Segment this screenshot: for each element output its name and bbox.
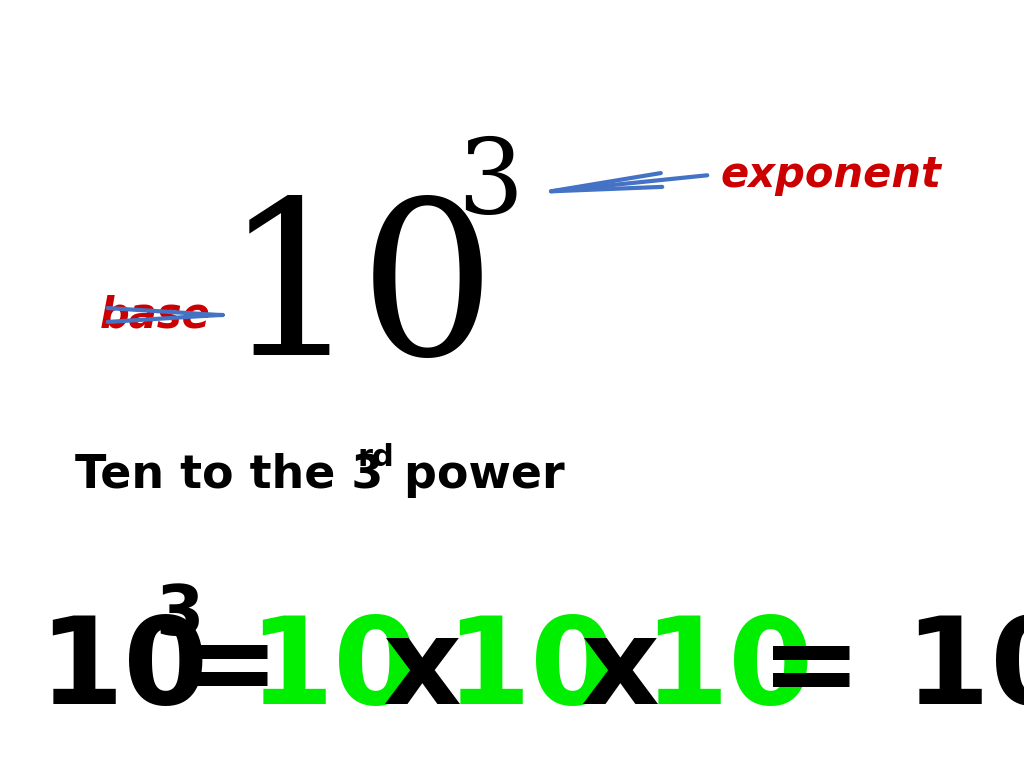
Text: Ten to the 3: Ten to the 3 bbox=[75, 452, 383, 498]
Text: base: base bbox=[99, 294, 211, 336]
Text: 3: 3 bbox=[155, 581, 204, 648]
Text: x: x bbox=[382, 611, 461, 729]
Text: = 1000: = 1000 bbox=[760, 611, 1024, 729]
Text: 3: 3 bbox=[457, 134, 523, 236]
Text: 10: 10 bbox=[445, 611, 615, 729]
Text: exponent: exponent bbox=[720, 154, 941, 196]
Text: x: x bbox=[580, 611, 658, 729]
Text: =: = bbox=[178, 611, 281, 729]
Text: power: power bbox=[388, 452, 564, 498]
Text: 10: 10 bbox=[248, 611, 418, 729]
Text: 10: 10 bbox=[223, 190, 497, 399]
Text: rd: rd bbox=[358, 443, 394, 472]
Text: 10: 10 bbox=[38, 611, 208, 729]
Text: 10: 10 bbox=[643, 611, 813, 729]
